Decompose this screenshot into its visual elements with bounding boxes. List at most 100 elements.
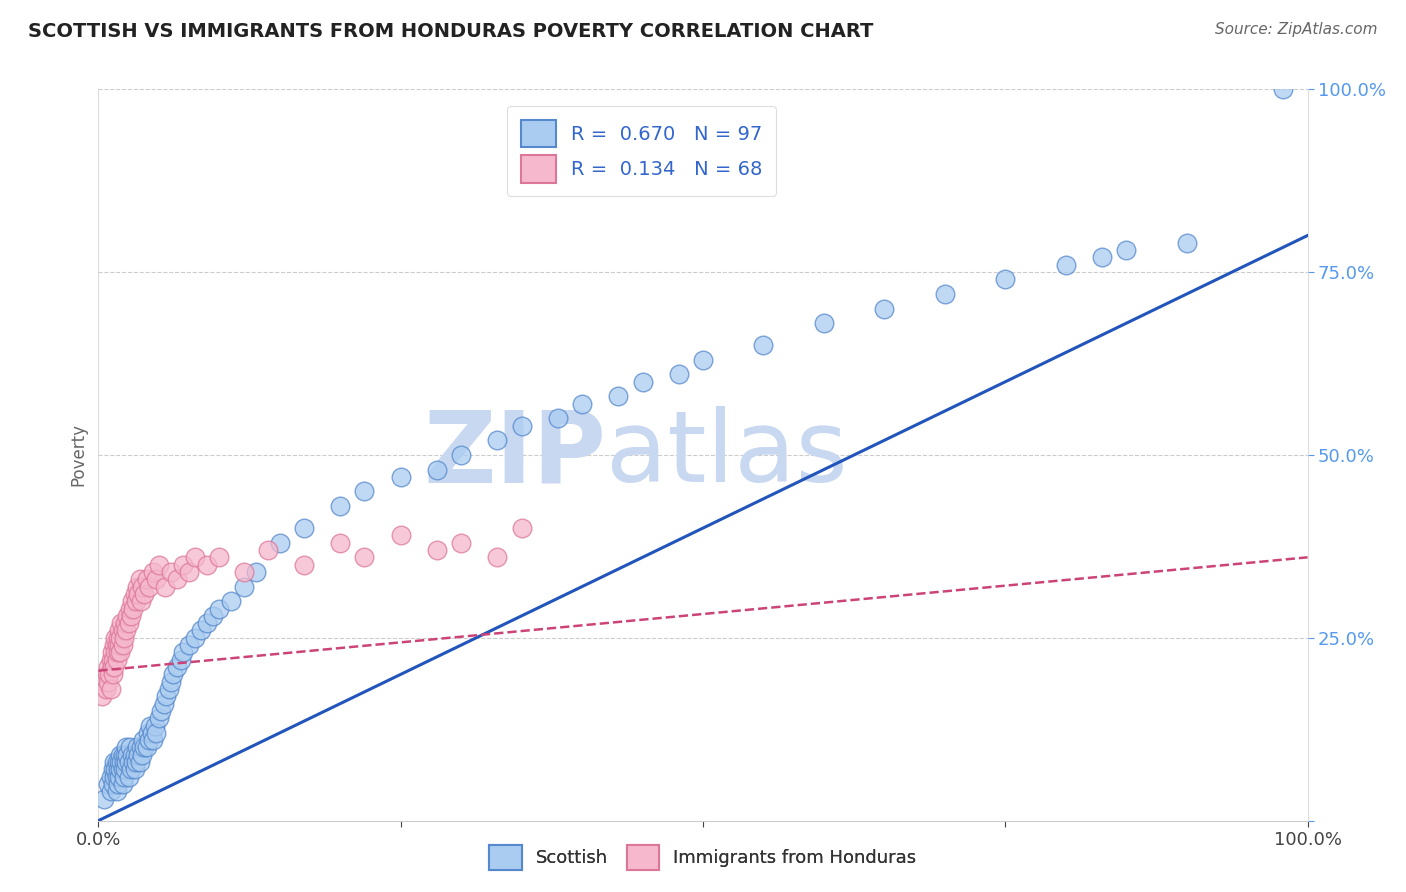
Point	[97, 660, 120, 674]
Point	[111, 747, 134, 762]
Point	[107, 777, 129, 791]
Point	[752, 338, 775, 352]
Point	[127, 580, 149, 594]
Point	[152, 697, 174, 711]
Point	[142, 733, 165, 747]
Point	[486, 550, 509, 565]
Point	[108, 645, 131, 659]
Point	[157, 681, 180, 696]
Point	[118, 616, 141, 631]
Point	[112, 755, 135, 769]
Point	[232, 565, 254, 579]
Point	[150, 704, 173, 718]
Point	[172, 558, 194, 572]
Point	[100, 645, 122, 659]
Point	[256, 543, 278, 558]
Point	[105, 770, 128, 784]
Point	[129, 594, 152, 608]
Point	[389, 470, 412, 484]
Point	[105, 653, 128, 667]
Point	[184, 550, 207, 565]
Point	[127, 747, 149, 762]
Point	[127, 587, 149, 601]
Point	[108, 763, 131, 777]
Point	[195, 558, 218, 572]
Point	[1054, 258, 1077, 272]
Point	[91, 690, 114, 704]
Point	[131, 580, 153, 594]
Point	[125, 594, 148, 608]
Point	[97, 777, 120, 791]
Point	[138, 733, 160, 747]
Point	[128, 755, 150, 769]
Point	[184, 631, 207, 645]
Point	[510, 521, 533, 535]
Point	[93, 674, 115, 689]
Point	[115, 755, 138, 769]
Point	[873, 301, 896, 316]
Point	[93, 791, 115, 805]
Point	[108, 770, 131, 784]
Point	[1272, 82, 1295, 96]
Point	[104, 763, 127, 777]
Point	[121, 594, 143, 608]
Point	[142, 565, 165, 579]
Text: ZIP: ZIP	[423, 407, 606, 503]
Point	[510, 418, 533, 433]
Point	[101, 763, 124, 777]
Y-axis label: Poverty: Poverty	[69, 424, 87, 486]
Point	[107, 763, 129, 777]
Text: atlas: atlas	[606, 407, 848, 503]
Point	[103, 755, 125, 769]
Point	[269, 535, 291, 549]
Point	[131, 747, 153, 762]
Point	[120, 763, 142, 777]
Point	[134, 587, 156, 601]
Point	[114, 763, 136, 777]
Point	[160, 674, 183, 689]
Point	[190, 624, 212, 638]
Point	[202, 608, 225, 623]
Point	[122, 755, 145, 769]
Point	[631, 375, 654, 389]
Point	[121, 747, 143, 762]
Point	[101, 777, 124, 791]
Point	[115, 740, 138, 755]
Point	[571, 397, 593, 411]
Point	[450, 535, 472, 549]
Point	[127, 740, 149, 755]
Point	[97, 674, 120, 689]
Point	[124, 763, 146, 777]
Point	[208, 601, 231, 615]
Point	[100, 681, 122, 696]
Point	[101, 667, 124, 681]
Point	[108, 755, 131, 769]
Point	[547, 411, 569, 425]
Point	[103, 638, 125, 652]
Point	[153, 580, 176, 594]
Point	[166, 660, 188, 674]
Point	[112, 631, 135, 645]
Point	[934, 287, 956, 301]
Point	[426, 462, 449, 476]
Point	[114, 616, 136, 631]
Point	[111, 777, 134, 791]
Point	[107, 645, 129, 659]
Point	[232, 580, 254, 594]
Point	[110, 755, 132, 769]
Point	[105, 784, 128, 798]
Point	[353, 484, 375, 499]
Point	[108, 631, 131, 645]
Point	[292, 558, 315, 572]
Point	[245, 565, 267, 579]
Point	[141, 726, 163, 740]
Point	[124, 587, 146, 601]
Point	[122, 601, 145, 615]
Point	[98, 667, 121, 681]
Point	[118, 770, 141, 784]
Point	[138, 580, 160, 594]
Point	[112, 770, 135, 784]
Point	[177, 638, 201, 652]
Point	[111, 638, 134, 652]
Point	[162, 667, 184, 681]
